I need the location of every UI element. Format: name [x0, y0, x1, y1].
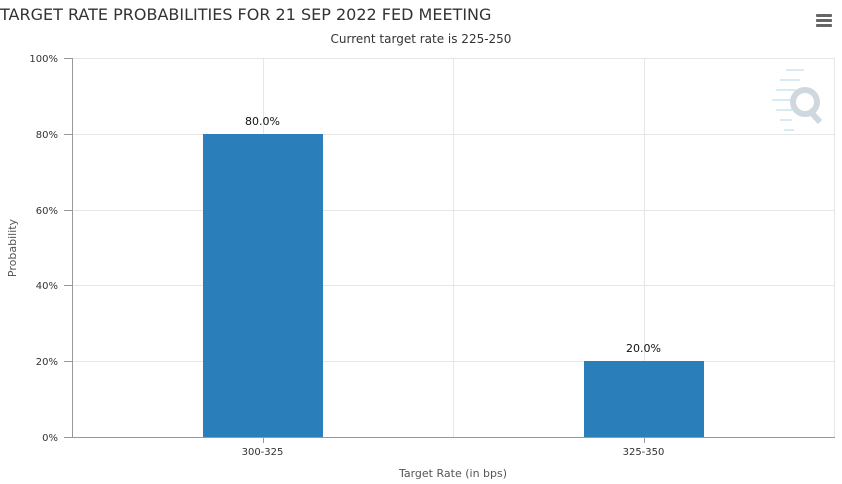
bars — [203, 134, 704, 437]
hamburger-menu-icon[interactable] — [814, 12, 834, 30]
q-logo-icon — [772, 69, 823, 131]
bar[interactable] — [584, 361, 704, 437]
y-tick-label: 80% — [36, 130, 58, 141]
bar-data-label: 20.0% — [626, 342, 661, 355]
data-labels: 80.0% 20.0% — [245, 115, 661, 355]
y-tick-label: 60% — [36, 206, 58, 217]
y-tick-label: 100% — [29, 54, 58, 65]
bar[interactable] — [203, 134, 323, 437]
chart-subtitle: Current target rate is 225-250 — [330, 32, 512, 46]
grid-lines — [72, 58, 835, 437]
x-axis-title: Target Rate (in bps) — [398, 467, 507, 480]
watermark-q-tail — [806, 107, 823, 125]
chart-title: TARGET RATE PROBABILITIES FOR 21 SEP 202… — [0, 5, 492, 24]
x-tick-label: 300-325 — [242, 447, 284, 458]
axes: 0% 20% 40% 60% 80% 100% 300-325 325-350 — [29, 54, 835, 458]
y-tick-label: 40% — [36, 281, 58, 292]
y-axis-title: Probability — [6, 218, 19, 277]
watermark-q-ring — [790, 87, 820, 117]
x-tick-label: 325-350 — [623, 447, 665, 458]
bar-data-label: 80.0% — [245, 115, 280, 128]
y-tick-label: 20% — [36, 357, 58, 368]
y-tick-label: 0% — [42, 433, 58, 444]
